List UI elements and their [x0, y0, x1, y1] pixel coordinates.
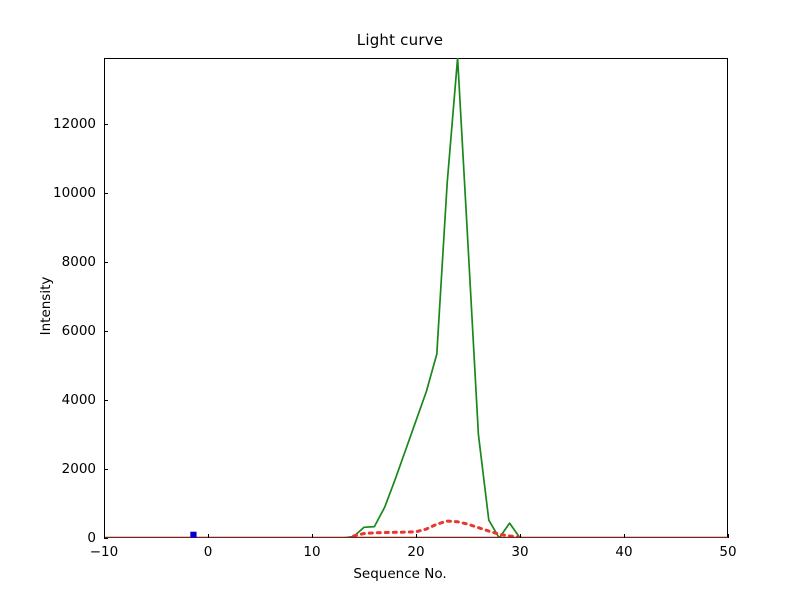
- y-tick-mark: [104, 468, 108, 471]
- x-tick-label: 40: [615, 544, 633, 560]
- chart-title: Light curve: [356, 31, 444, 49]
- series-layer: [104, 58, 728, 538]
- x-tick-mark: [728, 534, 730, 538]
- y-tick-mark: [104, 261, 108, 264]
- y-tick-mark: [104, 538, 108, 540]
- red-dotted-curve: [352, 519, 522, 538]
- y-tick-mark: [104, 123, 108, 126]
- y-tick-label-group: 0 2000 4000 6000 8000 10000 12000: [30, 0, 96, 600]
- plot-canvas: [104, 58, 728, 538]
- x-axis-label: Sequence No.: [353, 566, 447, 582]
- plot-area-frame: [104, 58, 728, 538]
- x-tick-mark: [624, 534, 626, 538]
- x-tick-label: 0: [203, 544, 213, 560]
- green-curve: [104, 58, 728, 538]
- y-tick-label: 10000: [53, 184, 96, 201]
- y-tick-mark: [104, 330, 108, 333]
- y-tick-label: 0: [87, 530, 96, 546]
- x-tick-label: 10: [303, 544, 321, 560]
- y-tick-label: 2000: [61, 460, 96, 477]
- y-axis-label: Intensity: [38, 276, 54, 336]
- x-tick-mark: [104, 534, 106, 538]
- y-tick-mark: [104, 399, 108, 402]
- x-tick-mark: [208, 534, 210, 538]
- y-tick-label: 8000: [61, 253, 96, 270]
- y-tick-label: 12000: [53, 115, 96, 132]
- x-tick-label: 30: [511, 544, 529, 560]
- x-tick-label: 20: [407, 544, 425, 560]
- x-tick-mark: [416, 534, 418, 538]
- x-tick-label: −10: [89, 544, 119, 560]
- x-tick-label: 50: [719, 544, 737, 560]
- y-tick-label: 4000: [61, 391, 96, 408]
- x-tick-mark: [520, 534, 522, 538]
- y-tick-label: 6000: [61, 322, 96, 339]
- x-tick-label-group: −10 0 10 20 30 40 50: [0, 544, 800, 564]
- x-tick-mark: [312, 534, 314, 538]
- y-tick-mark: [104, 192, 108, 195]
